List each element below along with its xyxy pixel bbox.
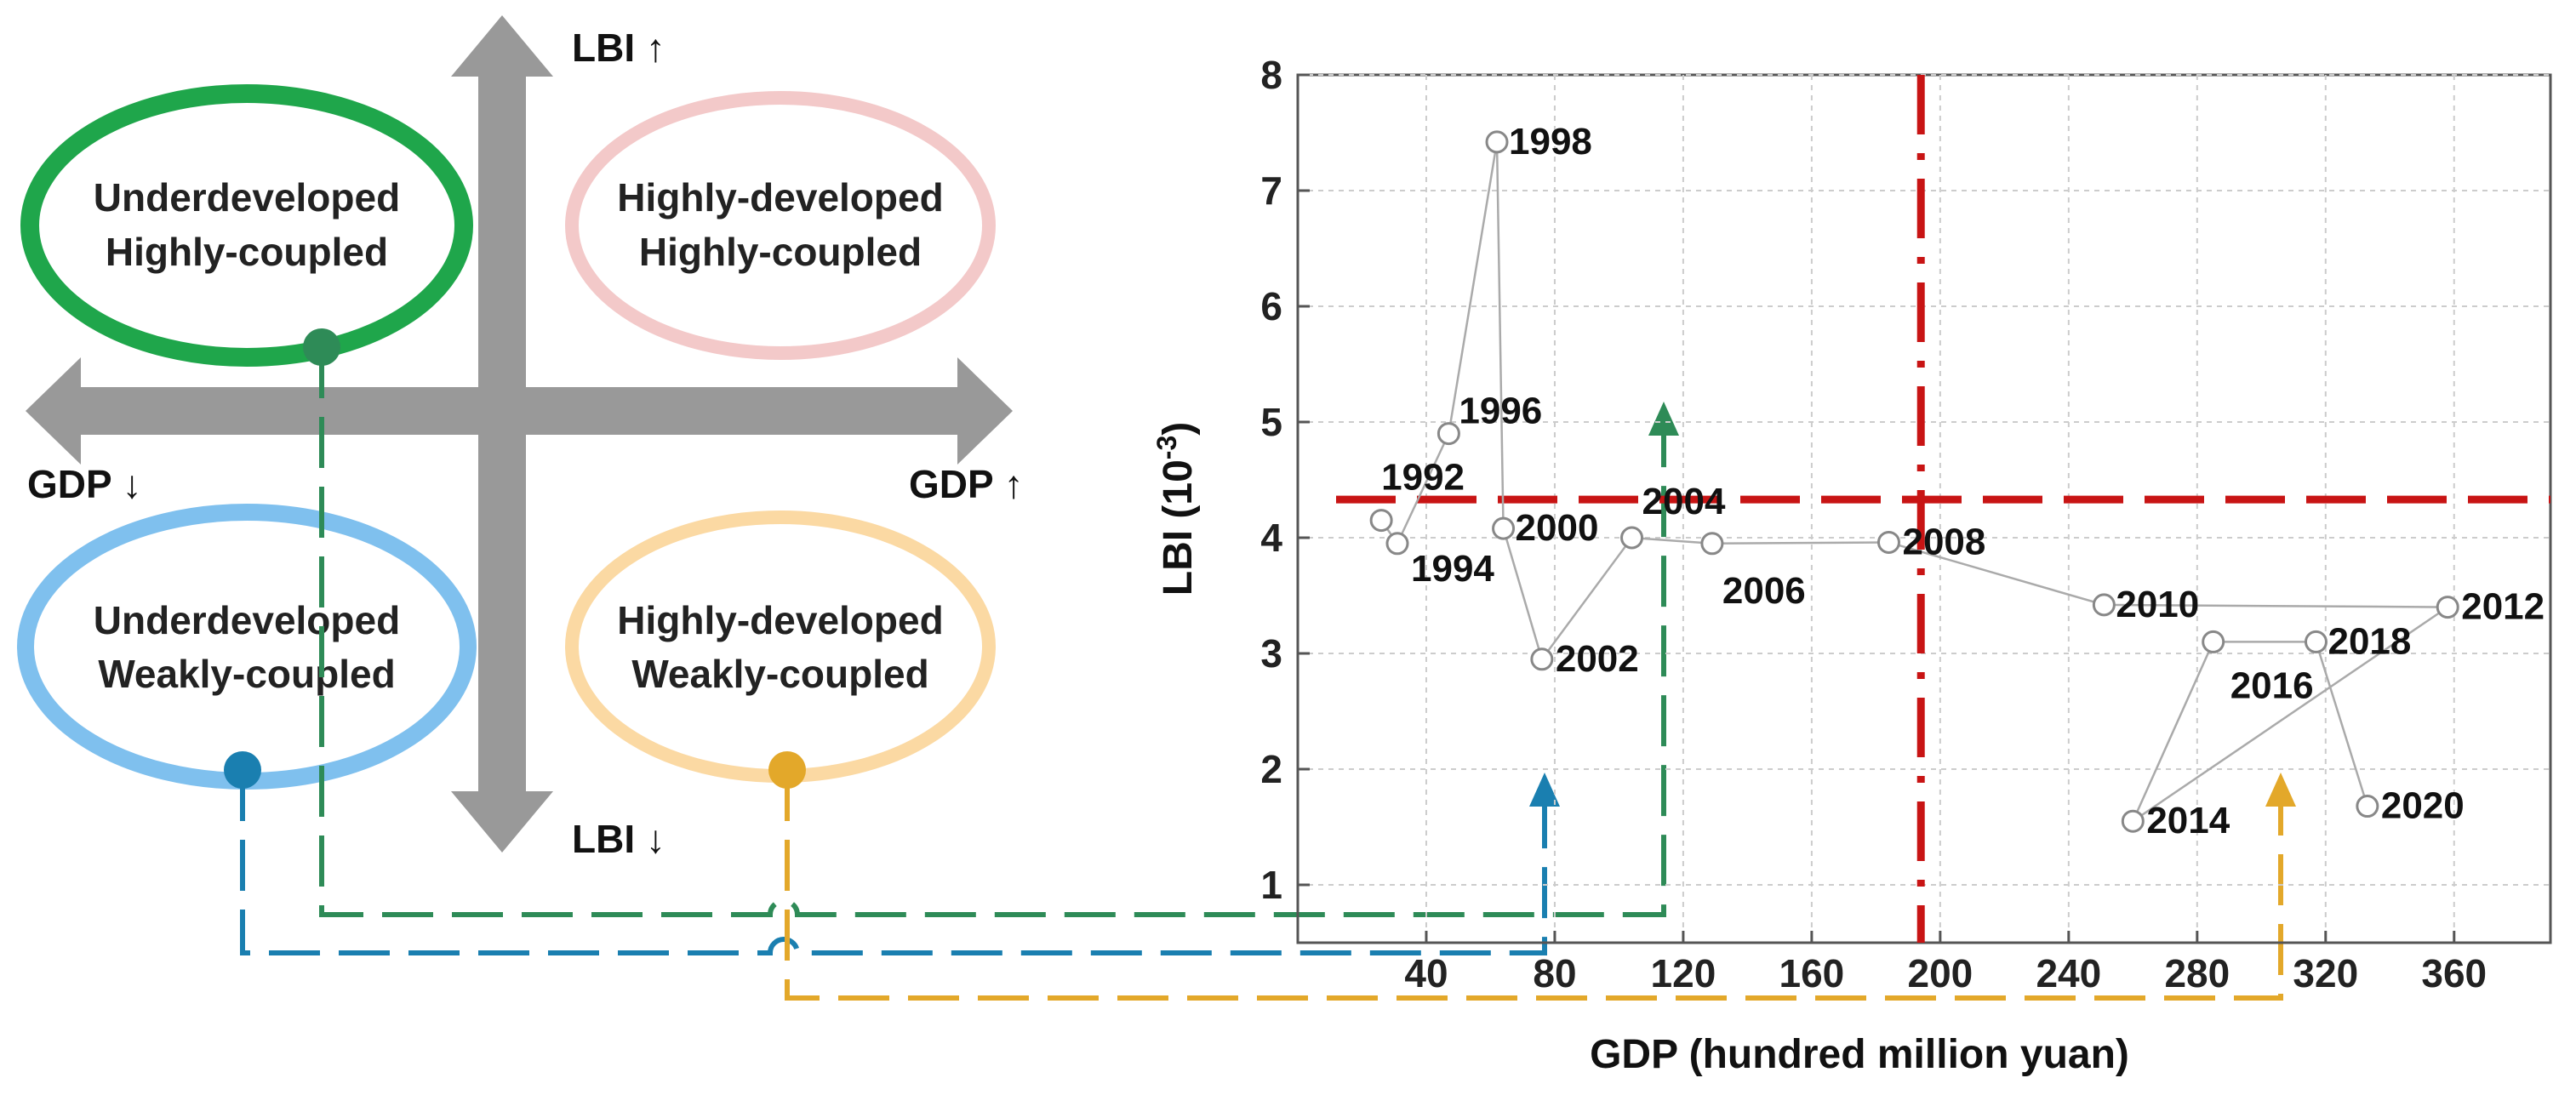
data-point-1998 (1485, 130, 1509, 154)
data-point-2020 (2356, 795, 2379, 818)
data-label-2006: 2006 (1722, 570, 1806, 612)
x-tick-label: 40 (1404, 951, 1448, 995)
lbi-series: 1992 1994 1996 1998 2000 2002 2004 2006 2008 2010… (1369, 121, 2545, 841)
data-point-1996 (1437, 422, 1460, 446)
gdp-up-label: GDP ↑ (909, 462, 1024, 506)
x-tick-label: 80 (1533, 951, 1576, 995)
y-tick-label: 6 (1260, 284, 1282, 328)
y-tick-label: 8 (1260, 53, 1282, 97)
y-axis-title-main: LBI (10 (1156, 459, 1201, 596)
q-bottom-left-line2: Weakly-coupled (98, 652, 395, 696)
gdp-down-text: GDP ↓ (27, 462, 142, 506)
data-label-2016: 2016 (2230, 664, 2314, 706)
x-tick-label: 200 (1907, 951, 1973, 995)
data-label-1996: 1996 (1459, 391, 1542, 432)
x-tick-label: 320 (2293, 951, 2358, 995)
blue-connector-line (240, 770, 1547, 955)
arrow-down-icon (451, 791, 553, 853)
y-axis-title-close: ) (1156, 422, 1201, 436)
data-label-2004: 2004 (1642, 481, 1726, 522)
quadrant-top-right-ellipse (565, 91, 996, 360)
data-label-2010: 2010 (2116, 584, 2199, 625)
quadrant-bottom-right-ellipse (565, 510, 996, 783)
orange-connector-line (785, 770, 2283, 1001)
axis-cross (26, 15, 1013, 853)
data-point-2016 (2202, 630, 2225, 653)
data-point-2004 (1620, 526, 1644, 550)
data-label-2000: 2000 (1516, 507, 1599, 549)
y-tick-label: 7 (1260, 168, 1282, 213)
quadrant-top-left-ellipse (20, 84, 473, 367)
blue-arrowhead-icon (1529, 773, 1560, 807)
data-point-2010 (2092, 593, 2116, 617)
data-point-2006 (1700, 532, 1724, 556)
quadrant-bottom-left-ellipse (17, 504, 477, 790)
arrow-up-icon (451, 15, 553, 77)
y-axis-title: LBI (10-3) (1151, 422, 1201, 596)
q-bottom-right-line2: Weakly-coupled (631, 652, 928, 696)
y-tick-label: 2 (1260, 747, 1282, 791)
data-point-2014 (2121, 809, 2145, 833)
data-point-1994 (1385, 532, 1409, 556)
arrow-left-icon (26, 357, 81, 465)
data-label-2018: 2018 (2328, 620, 2411, 662)
orange-arrowhead-icon (2265, 773, 2296, 807)
data-label-2020: 2020 (2381, 785, 2465, 827)
data-point-2000 (1492, 516, 1516, 540)
y-tick-label: 5 (1260, 400, 1282, 444)
horizontal-shaft (68, 387, 970, 435)
data-label-2002: 2002 (1556, 638, 1639, 680)
data-point-1992 (1369, 509, 1393, 533)
lbi-up-label: LBI ↑ (572, 26, 665, 70)
y-tick-label: 4 (1260, 516, 1282, 560)
y-tick-label: 1 (1260, 863, 1282, 907)
data-point-2002 (1530, 647, 1554, 671)
x-axis-title: GDP (hundred million yuan) (1590, 1032, 2129, 1077)
green-connector-line (319, 347, 1666, 917)
q-bottom-left-line1: Underdeveloped (94, 598, 400, 642)
green-arrowhead-icon (1648, 402, 1679, 436)
data-point-2012 (2436, 596, 2459, 619)
q-top-left-line2: Highly-coupled (106, 230, 388, 274)
data-label-2012: 2012 (2461, 586, 2545, 628)
ticks: 40 80 120 160 200 240 280 320 360 1 2 3 4 5 6 7 8 (1260, 53, 2487, 995)
series-line (1380, 141, 2452, 824)
x-tick-label: 360 (2421, 951, 2487, 995)
x-tick-label: 280 (2164, 951, 2230, 995)
q-top-right-line1: Highly-developed (617, 175, 943, 220)
quadrant-diagram: Underdeveloped Highly-coupled Highly-dev… (17, 15, 2296, 1001)
data-label-1994: 1994 (1411, 548, 1494, 590)
data-point-2008 (1876, 530, 1900, 554)
vertical-shaft (478, 68, 526, 808)
y-axis-title-sup: -3 (1151, 436, 1182, 459)
data-point-2018 (2304, 630, 2328, 653)
data-label-2008: 2008 (1902, 521, 1985, 562)
q-bottom-right-line1: Highly-developed (617, 598, 943, 642)
x-tick-label: 120 (1651, 951, 1716, 995)
threshold-lines (1336, 75, 2550, 943)
x-tick-label: 160 (1779, 951, 1845, 995)
y-tick-label: 3 (1260, 631, 1282, 676)
data-label-1992: 1992 (1381, 457, 1465, 499)
x-tick-label: 240 (2036, 951, 2101, 995)
lbi-down-label: LBI ↓ (572, 817, 665, 861)
data-label-1998: 1998 (1509, 121, 1592, 163)
q-top-left-line1: Underdeveloped (94, 175, 400, 220)
arrow-right-icon (957, 357, 1013, 465)
q-top-right-line2: Highly-coupled (639, 230, 922, 274)
data-label-2014: 2014 (2146, 800, 2230, 841)
